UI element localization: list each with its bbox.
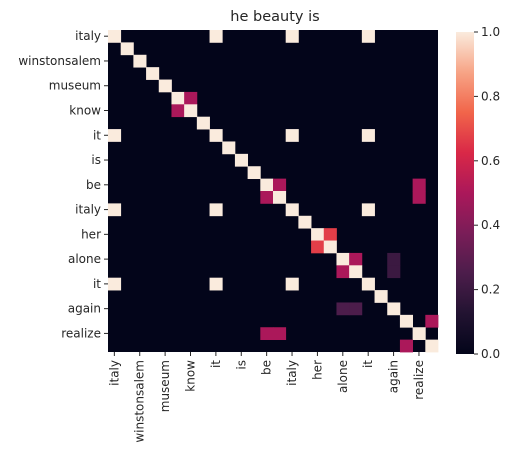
heatmap-area: [108, 30, 439, 353]
heatmap-cell: [387, 265, 401, 279]
heatmap-cell: [209, 129, 223, 142]
heatmap-cell: [399, 314, 414, 328]
colorbar-tick-label: 1.0: [481, 25, 500, 39]
y-tick-label: be: [86, 178, 101, 192]
heatmap-cell: [260, 327, 274, 341]
heatmap-cell: [412, 178, 426, 192]
x-tick-label: is: [234, 360, 248, 370]
heatmap-cell: [171, 104, 185, 118]
heatmap-cell: [399, 339, 414, 353]
heatmap-cell: [349, 302, 363, 316]
heatmap-cell: [387, 252, 401, 266]
heatmap-cell: [298, 215, 312, 229]
heatmap-cell: [108, 129, 122, 142]
heatmap-cell: [222, 141, 236, 155]
heatmap-cell: [336, 265, 350, 279]
x-tick-label: again: [387, 360, 401, 393]
heatmap-cell: [349, 252, 363, 266]
heatmap-cell: [285, 30, 299, 43]
y-tick-label: museum: [49, 79, 101, 93]
heatmap-cell: [412, 327, 426, 341]
heatmap-cell: [108, 277, 122, 291]
colorbar-ticks: 0.0 0.2 0.4 0.6 0.8 1.0: [474, 25, 500, 361]
x-tick-label: it: [361, 360, 375, 368]
heatmap-cell: [209, 203, 223, 217]
x-tick-label: be: [260, 360, 274, 375]
x-tick-label: alone: [336, 360, 350, 393]
x-axis: italy winstonsalem museum know it is be italy he…: [107, 352, 426, 443]
y-tick-label: realize: [61, 326, 101, 340]
y-tick-label: her: [81, 227, 101, 241]
heatmap-cell: [184, 104, 198, 118]
heatmap-cell: [234, 153, 249, 167]
chart-title: he beauty is: [230, 9, 319, 25]
x-tick-label: know: [184, 360, 198, 392]
heatmap-cell: [108, 203, 122, 217]
heatmap-cell: [311, 240, 325, 254]
x-tick-label: it: [209, 360, 223, 368]
heatmap-cell: [425, 314, 439, 328]
x-tick-label: museum: [158, 360, 172, 412]
heatmap-cell: [247, 166, 261, 180]
heatmap-cell: [120, 42, 134, 56]
colorbar-tick-label: 0.4: [481, 218, 500, 232]
x-tick-label: italy: [107, 360, 121, 386]
heatmap-cell: [273, 191, 287, 204]
heatmap-cell: [260, 191, 274, 204]
heatmap-cell: [158, 79, 172, 93]
heatmap-cell: [209, 277, 223, 291]
x-tick-label: winstonsalem: [133, 360, 147, 443]
heatmap-cell: [133, 54, 147, 68]
heatmap-cell: [361, 203, 375, 217]
heatmap-cell: [260, 178, 274, 192]
heatmap-cell: [361, 129, 375, 142]
heatmap-cell: [361, 30, 375, 43]
heatmap-cell: [108, 30, 122, 43]
y-tick-label: italy: [75, 203, 101, 217]
heatmap-cell: [336, 302, 350, 316]
y-tick-label: know: [69, 104, 101, 118]
colorbar-tick-label: 0.0: [481, 347, 500, 361]
colorbar-tick-label: 0.6: [481, 154, 500, 168]
y-tick-label: is: [91, 153, 101, 167]
heatmap-cell: [171, 91, 185, 105]
colorbar-tick-label: 0.8: [481, 89, 500, 103]
heatmap-cell: [196, 116, 210, 130]
heatmap-cell: [349, 265, 363, 279]
heatmap-cell: [336, 252, 350, 266]
heatmap-cell: [273, 327, 287, 341]
heatmap-cell: [146, 67, 160, 80]
y-tick-label: alone: [68, 252, 101, 266]
heatmap-cell: [323, 228, 337, 241]
y-axis: italy winstonsalem museum know it is be italy he…: [18, 29, 108, 340]
x-tick-label: italy: [285, 360, 299, 386]
heatmap-cell: [387, 302, 401, 316]
heatmap-cell: [273, 178, 287, 192]
heatmap-cell: [285, 129, 299, 142]
heatmap-cell: [412, 191, 426, 204]
heatmap-cell: [285, 203, 299, 217]
heatmap-cell: [311, 228, 325, 241]
heatmap-cell: [323, 240, 337, 254]
colorbar-gradient: [456, 32, 474, 354]
colorbar: [456, 32, 474, 354]
heatmap-cell: [361, 277, 375, 291]
y-tick-label: it: [93, 128, 101, 142]
y-tick-label: again: [68, 302, 101, 316]
heatmap-cell: [374, 290, 388, 303]
y-tick-label: italy: [75, 29, 101, 43]
y-tick-label: winstonsalem: [18, 54, 101, 68]
heatmap-cell: [184, 91, 198, 105]
heatmap-cell: [425, 339, 439, 353]
x-tick-label: realize: [412, 360, 426, 400]
colorbar-tick-label: 0.2: [481, 283, 500, 297]
y-tick-label: it: [93, 277, 101, 291]
heatmap-cell: [285, 277, 299, 291]
heatmap-cell: [209, 30, 223, 43]
x-tick-label: her: [310, 360, 324, 380]
